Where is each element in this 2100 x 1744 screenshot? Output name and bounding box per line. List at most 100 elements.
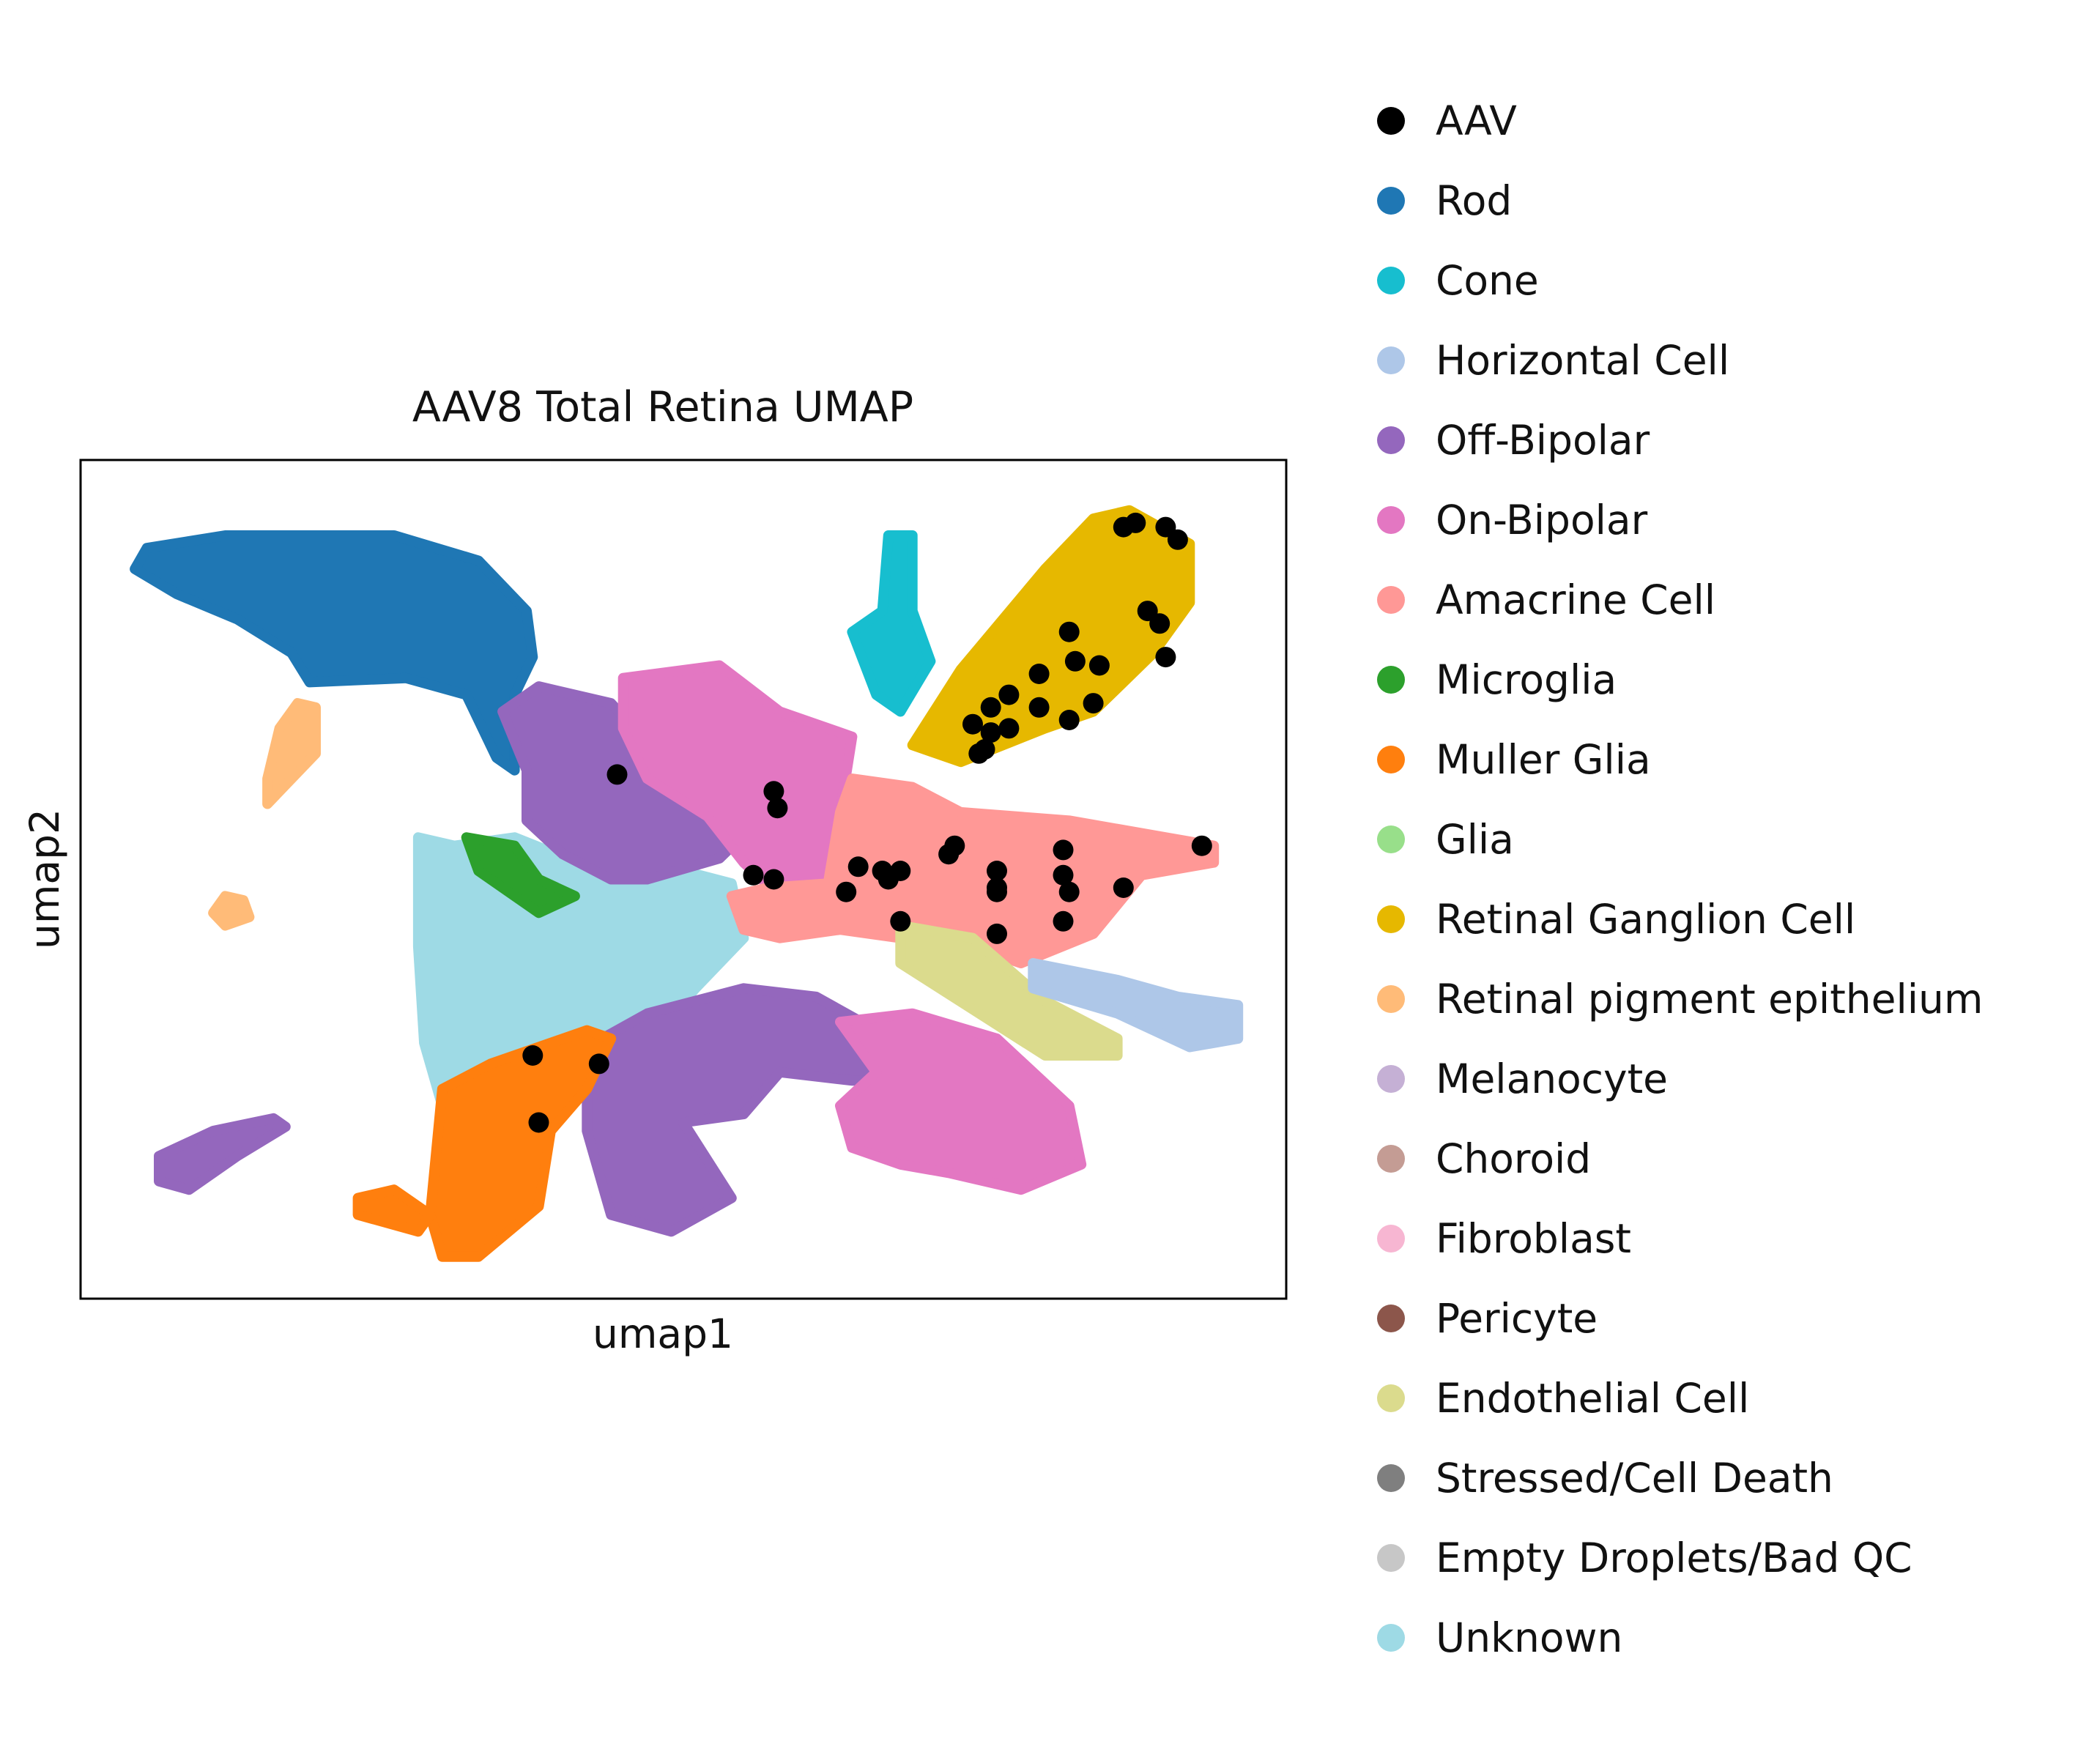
aav-point-18 bbox=[987, 881, 1007, 902]
legend-label: Amacrine Cell bbox=[1436, 576, 1716, 623]
aav-point-33 bbox=[1028, 664, 1050, 684]
legend-swatch bbox=[1377, 346, 1405, 374]
legend-swatch bbox=[1377, 1304, 1405, 1332]
legend-label: Retinal Ganglion Cell bbox=[1436, 895, 1856, 943]
chart-title: AAV8 Total Retina UMAP bbox=[412, 383, 913, 431]
legend-item-fibroblast: Fibroblast bbox=[1377, 1198, 1983, 1278]
legend-label: Off-Bipolar bbox=[1436, 416, 1650, 464]
cluster-retinal-pigment-epithelium-16 bbox=[208, 891, 255, 931]
aav-point-22 bbox=[1058, 881, 1080, 902]
aav-point-8 bbox=[836, 881, 857, 902]
legend-swatch bbox=[1377, 106, 1405, 135]
aav-point-42 bbox=[1155, 647, 1176, 668]
aav-point-12 bbox=[890, 861, 911, 881]
legend-swatch bbox=[1377, 665, 1405, 694]
legend-swatch bbox=[1377, 266, 1405, 294]
cluster-horizontal-cell-12 bbox=[1028, 958, 1244, 1053]
legend-label: Melanocyte bbox=[1436, 1055, 1668, 1102]
legend-label: Glia bbox=[1436, 815, 1514, 863]
aav-point-32 bbox=[998, 684, 1020, 705]
aav-point-30 bbox=[974, 739, 995, 760]
legend-item-muller-glia: Muller Glia bbox=[1377, 719, 1983, 799]
legend-swatch bbox=[1377, 1623, 1405, 1652]
aav-point-21 bbox=[1053, 839, 1074, 861]
aav-point-6 bbox=[588, 1053, 609, 1075]
aav-point-4 bbox=[763, 869, 784, 890]
legend-item-aav: AAV bbox=[1377, 81, 1983, 160]
legend-item-unknown: Unknown bbox=[1377, 1598, 1983, 1677]
aav-point-20 bbox=[1053, 864, 1074, 886]
legend-swatch bbox=[1377, 426, 1405, 454]
legend-label: Muller Glia bbox=[1436, 735, 1651, 783]
legend-swatch bbox=[1377, 1463, 1405, 1492]
legend-item-retinal-pigment-epithelium: Retinal pigment epithelium bbox=[1377, 959, 1983, 1039]
aav-point-5 bbox=[522, 1045, 543, 1066]
legend-swatch bbox=[1377, 1224, 1405, 1253]
aav-point-37 bbox=[1083, 693, 1104, 714]
legend-label: Horizontal Cell bbox=[1436, 336, 1730, 384]
legend-item-glia: Glia bbox=[1377, 799, 1983, 879]
aav-point-34 bbox=[1028, 697, 1050, 718]
legend-item-stressed-cell-death: Stressed/Cell Death bbox=[1377, 1438, 1983, 1518]
aav-point-31 bbox=[998, 718, 1020, 739]
aav-point-16 bbox=[987, 861, 1007, 881]
legend-label: AAV bbox=[1436, 97, 1517, 144]
cluster-microglia-14 bbox=[461, 832, 580, 919]
aav-point-39 bbox=[1088, 655, 1110, 676]
aav-point-1 bbox=[763, 781, 784, 802]
legend-swatch bbox=[1377, 186, 1405, 215]
x-axis-label: umap1 bbox=[593, 1310, 733, 1357]
legend-label: Microglia bbox=[1436, 656, 1617, 703]
aav-point-25 bbox=[1191, 835, 1212, 856]
legend-swatch bbox=[1377, 745, 1405, 773]
legend-label: Endothelial Cell bbox=[1436, 1374, 1750, 1422]
aav-point-23 bbox=[1053, 910, 1074, 932]
legend-label: Unknown bbox=[1436, 1614, 1623, 1661]
aav-point-35 bbox=[1058, 621, 1080, 642]
aav-point-46 bbox=[1167, 529, 1188, 550]
plot-frame bbox=[79, 459, 1288, 1300]
aav-point-2 bbox=[767, 798, 788, 819]
cluster-retinal-ganglion-cell-5 bbox=[907, 505, 1195, 768]
cluster-retinal-pigment-epithelium-15 bbox=[262, 698, 321, 809]
legend-item-amacrine-cell: Amacrine Cell bbox=[1377, 560, 1983, 639]
legend-item-microglia: Microglia bbox=[1377, 639, 1983, 719]
cluster-cone-4 bbox=[847, 530, 936, 717]
legend-label: Stressed/Cell Death bbox=[1436, 1454, 1833, 1502]
cluster-off-bipolar-7 bbox=[582, 983, 930, 1237]
cell-clusters bbox=[130, 505, 1244, 1262]
legend-swatch bbox=[1377, 1064, 1405, 1093]
legend-swatch bbox=[1377, 1144, 1405, 1173]
cluster-rod-0 bbox=[130, 530, 538, 776]
cluster-off-bipolar-2 bbox=[497, 681, 755, 885]
cluster-muller-glia-10 bbox=[352, 1184, 436, 1237]
aav-point-26 bbox=[962, 713, 983, 735]
cluster-amacrine-cell-6 bbox=[726, 773, 1220, 968]
legend-label: On-Bipolar bbox=[1436, 496, 1648, 543]
aav-point-36 bbox=[1064, 650, 1086, 672]
legend: AAV Rod Cone Horizontal Cell Off-Bipolar On-B… bbox=[1377, 81, 1983, 1677]
legend-label: Pericyte bbox=[1436, 1294, 1598, 1342]
legend-swatch bbox=[1377, 1543, 1405, 1572]
legend-swatch bbox=[1377, 585, 1405, 614]
aav-point-19 bbox=[987, 923, 1007, 944]
aav-point-15 bbox=[944, 835, 965, 856]
y-axis-label: umap2 bbox=[21, 809, 68, 949]
legend-item-on-bipolar: On-Bipolar bbox=[1377, 480, 1983, 560]
legend-swatch bbox=[1377, 1384, 1405, 1412]
legend-item-cone: Cone bbox=[1377, 240, 1983, 320]
legend-label: Choroid bbox=[1436, 1135, 1592, 1182]
legend-swatch bbox=[1377, 505, 1405, 534]
legend-swatch bbox=[1377, 905, 1405, 933]
legend-label: Cone bbox=[1436, 256, 1539, 304]
legend-item-empty-droplets-bad-qc: Empty Droplets/Bad QC bbox=[1377, 1518, 1983, 1598]
aav-point-38 bbox=[1058, 710, 1080, 730]
legend-swatch bbox=[1377, 984, 1405, 1013]
legend-item-rod: Rod bbox=[1377, 160, 1983, 240]
legend-label: Fibroblast bbox=[1436, 1214, 1631, 1262]
aav-point-44 bbox=[1125, 512, 1146, 533]
legend-label: Empty Droplets/Bad QC bbox=[1436, 1534, 1912, 1581]
aav-point-9 bbox=[847, 856, 869, 877]
cluster-on-bipolar-8 bbox=[835, 1008, 1087, 1195]
